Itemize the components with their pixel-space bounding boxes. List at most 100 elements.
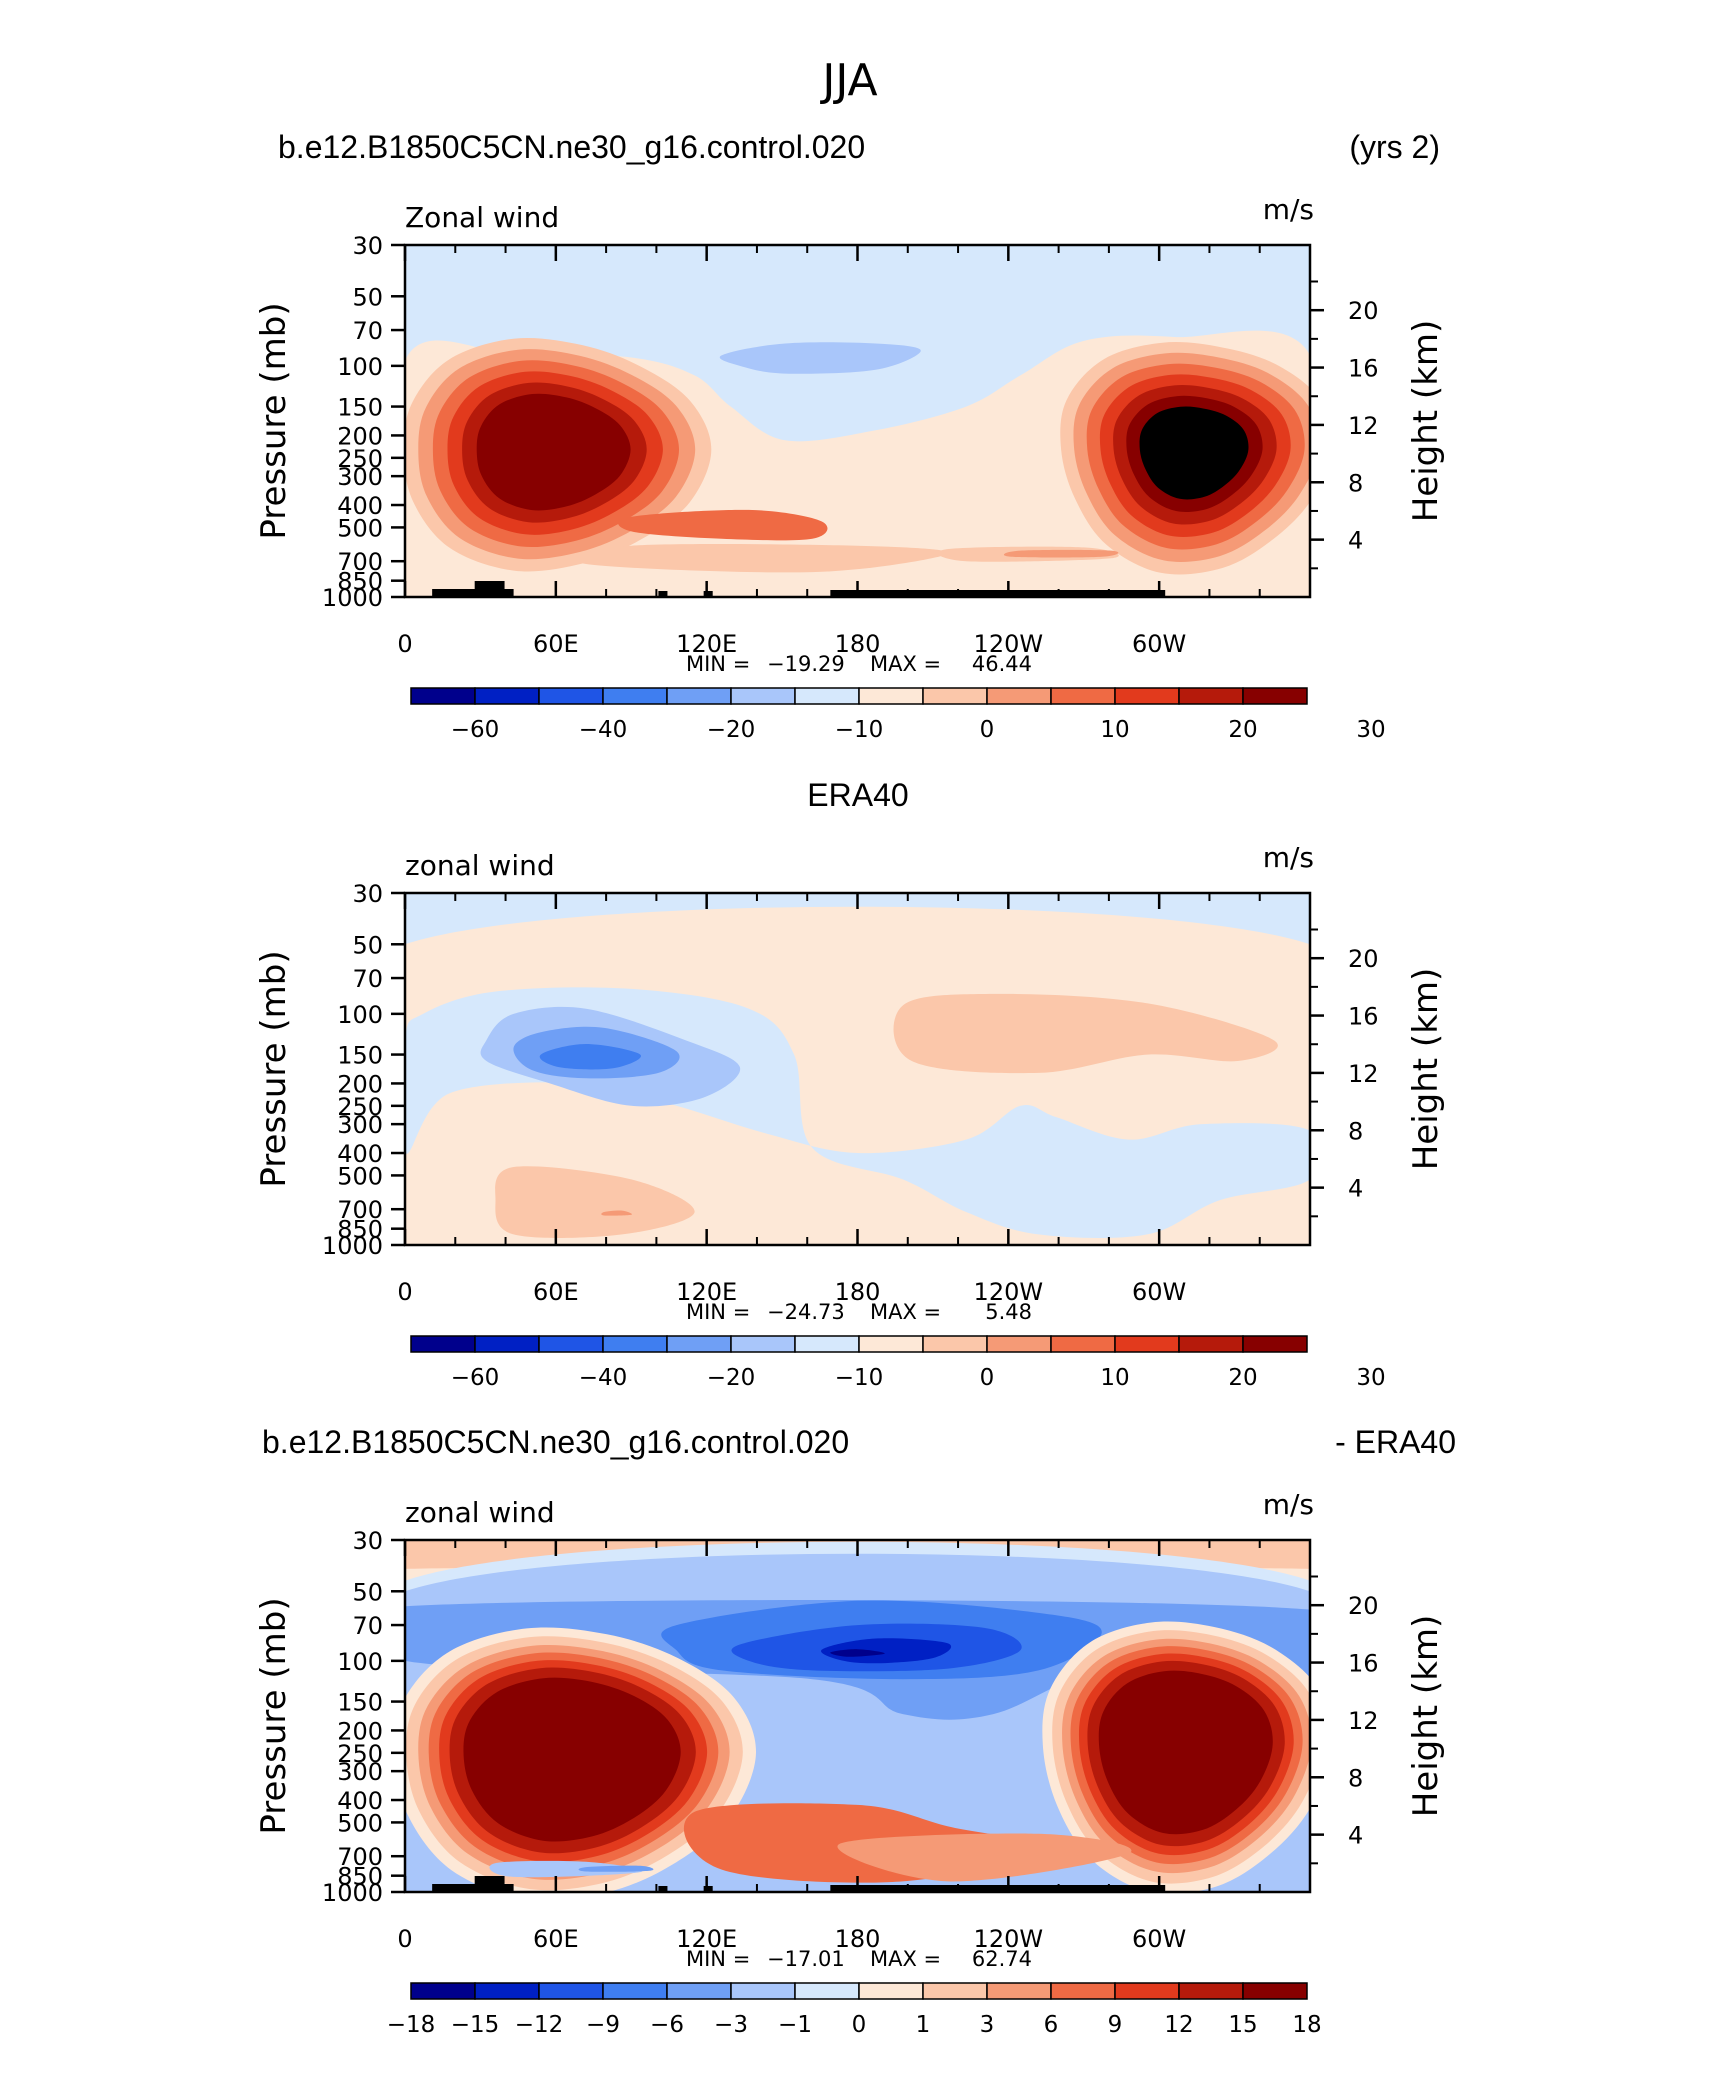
colorbar-swatch xyxy=(922,687,988,705)
panel-header-left: b.e12.B1850C5CN.ne30_g16.control.020 xyxy=(262,1424,849,1460)
topography-block xyxy=(830,590,1166,597)
colorbar-swatch xyxy=(1050,1335,1116,1353)
colorbar-swatch xyxy=(666,1982,732,2000)
colorbar-label: −20 xyxy=(707,1365,756,1391)
y-tick-label: 500 xyxy=(337,1809,383,1837)
height-axis: 20 16 12 8 4 Height (km) xyxy=(1310,280,1446,570)
contour-band xyxy=(578,1865,654,1872)
height-tick-label: 12 xyxy=(1348,1060,1379,1088)
colorbar-swatch xyxy=(474,1982,540,2000)
height-axis-label: Height (km) xyxy=(1406,968,1446,1171)
colorbar-swatch xyxy=(474,1335,540,1353)
panel-header-right: - ERA40 xyxy=(1335,1424,1456,1460)
contour-band xyxy=(405,906,1310,1245)
panel-2: ERA40 zonal wind m/s 0 60E 120E 180 120W 60W 30 50… xyxy=(254,777,1446,1391)
x-tick-label: 120E xyxy=(676,1278,737,1306)
topography-mask xyxy=(432,581,1166,597)
colorbar-label: −10 xyxy=(835,1365,884,1391)
x-axis: 0 60E 120E 180 120W 60W xyxy=(397,245,1261,658)
y-tick-label: 300 xyxy=(337,1758,383,1786)
y-tick-label: 1000 xyxy=(322,584,383,612)
x-tick-label: 0 xyxy=(397,1925,412,1953)
y-tick-label: 200 xyxy=(337,1717,383,1745)
height-tick-label: 12 xyxy=(1348,412,1379,440)
x-tick-label: 120W xyxy=(974,630,1044,658)
min-label: MIN = xyxy=(686,1300,750,1324)
colorbar-swatch xyxy=(922,1335,988,1353)
colorbar-label: −9 xyxy=(586,2012,620,2038)
max-label: MAX = xyxy=(870,1300,941,1324)
min-value: −24.73 xyxy=(767,1300,845,1324)
height-tick-label: 16 xyxy=(1348,355,1379,383)
max-label: MAX = xyxy=(870,652,941,676)
colorbar-label: 9 xyxy=(1108,2012,1123,2038)
colorbar: −18 −15 −12 −9 −6 −3 −1 0 1 3 6 9 12 15 18 xyxy=(387,1982,1322,2038)
x-tick-label: 60E xyxy=(533,630,579,658)
colorbar-swatch xyxy=(1178,1335,1244,1353)
y-tick-label: 300 xyxy=(337,463,383,491)
y-tick-label: 50 xyxy=(352,931,383,959)
colorbar-label: 10 xyxy=(1100,717,1129,743)
min-value: −19.29 xyxy=(767,652,845,676)
colorbar-label: 1 xyxy=(916,2012,931,2038)
x-tick-label: 60W xyxy=(1132,630,1186,658)
y-tick-label: 400 xyxy=(337,1140,383,1168)
colorbar-swatch xyxy=(602,1335,668,1353)
y-tick-label: 700 xyxy=(337,1843,383,1871)
contour-field xyxy=(405,245,1310,597)
contour-band xyxy=(821,1638,952,1664)
x-tick-label: 180 xyxy=(835,630,881,658)
y-tick-label: 400 xyxy=(337,1787,383,1815)
colorbar-swatch xyxy=(1242,687,1308,705)
colorbar-swatch xyxy=(922,1982,988,2000)
y-tick-label: 250 xyxy=(337,1740,383,1768)
height-tick-label: 8 xyxy=(1348,1117,1363,1145)
contour-field xyxy=(405,1540,1310,1892)
contour-band xyxy=(1098,1670,1273,1835)
colorbar-swatch xyxy=(602,687,668,705)
colorbar-swatch xyxy=(1050,1982,1116,2000)
colorbar: −60 −40 −20 −10 0 10 20 30 xyxy=(410,687,1386,743)
min-value: −17.01 xyxy=(767,1947,845,1971)
topography-block xyxy=(432,1884,514,1892)
contour-field xyxy=(405,893,1310,1245)
colorbar-swatch xyxy=(1114,687,1180,705)
colorbar-swatch xyxy=(1242,1982,1308,2000)
y-tick-label: 30 xyxy=(352,232,383,260)
contour-band xyxy=(893,993,1278,1074)
colorbar-label: 20 xyxy=(1228,717,1257,743)
height-tick-label: 16 xyxy=(1348,1003,1379,1031)
min-label: MIN = xyxy=(686,652,750,676)
x-tick-label: 120W xyxy=(974,1278,1044,1306)
topography-block xyxy=(658,1886,668,1892)
colorbar-label: 0 xyxy=(980,717,995,743)
contour-band xyxy=(573,544,949,573)
x-tick-label: 120E xyxy=(676,1925,737,1953)
topography-block xyxy=(830,1885,1166,1892)
colorbar-swatch xyxy=(474,687,540,705)
topography-block xyxy=(474,581,505,597)
units-label: m/s xyxy=(1263,193,1314,226)
y-tick-label: 400 xyxy=(337,492,383,520)
contour-band xyxy=(830,1649,885,1657)
max-value: 62.74 xyxy=(972,1947,1032,1971)
colorbar-label: 20 xyxy=(1228,1365,1257,1391)
contour-band xyxy=(539,1044,642,1070)
height-tick-label: 8 xyxy=(1348,469,1363,497)
height-axis-label: Height (km) xyxy=(1406,320,1446,523)
y-tick-label: 100 xyxy=(337,1648,383,1676)
y-tick-label: 1000 xyxy=(322,1232,383,1260)
x-tick-label: 180 xyxy=(835,1925,881,1953)
colorbar: −60 −40 −20 −10 0 10 20 30 xyxy=(410,1335,1386,1391)
contour-band xyxy=(618,509,828,541)
y-tick-label: 700 xyxy=(337,548,383,576)
colorbar-swatch xyxy=(1114,1982,1180,2000)
x-tick-label: 60W xyxy=(1132,1278,1186,1306)
height-tick-label: 16 xyxy=(1348,1650,1379,1678)
topography-mask xyxy=(432,1876,1166,1892)
colorbar-swatch xyxy=(666,687,732,705)
y-tick-label: 500 xyxy=(337,1162,383,1190)
